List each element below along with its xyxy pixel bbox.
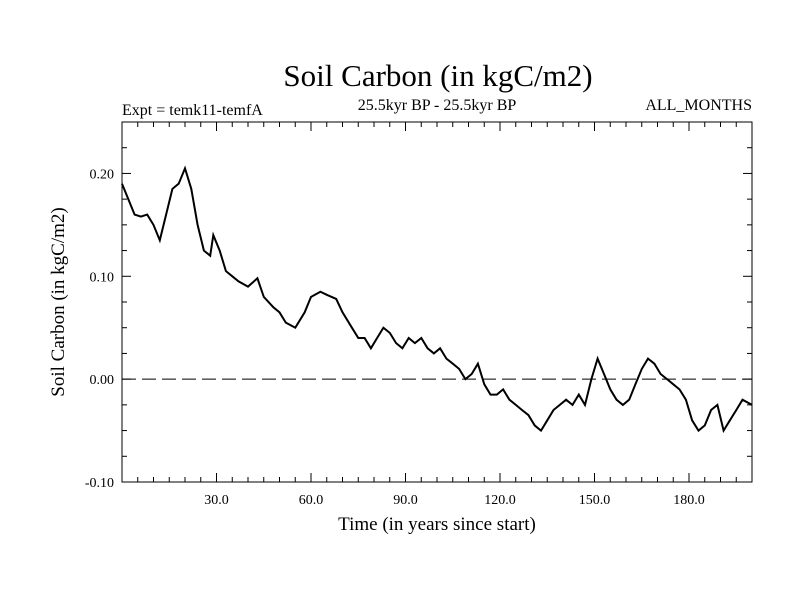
soil-carbon-series-line xyxy=(121,165,753,434)
x-tick-label: 60.0 xyxy=(299,493,324,508)
months-label: ALL_MONTHS xyxy=(645,97,752,114)
y-tick-label: 0.00 xyxy=(90,373,115,388)
period-label: 25.5kyr BP - 25.5kyr BP xyxy=(358,97,517,114)
x-tick-label: 30.0 xyxy=(204,493,229,508)
y-tick-label: -0.10 xyxy=(85,476,114,491)
y-axis-label: Soil Carbon (in kgC/m2) xyxy=(48,207,69,396)
x-tick-label: 150.0 xyxy=(579,493,611,508)
y-tick-label: 0.10 xyxy=(90,270,115,285)
chart-title: Soil Carbon (in kgC/m2) xyxy=(283,58,592,93)
x-tick-label: 90.0 xyxy=(393,493,418,508)
x-tick-label: 180.0 xyxy=(673,493,705,508)
y-axis-ticks: -0.10 0.00 0.10 0.20 xyxy=(85,147,752,491)
x-axis-ticks: 30.0 60.0 90.0 120.0 150.0 180.0 xyxy=(137,122,737,508)
plot-frame xyxy=(121,121,753,483)
y-tick-label: 0.20 xyxy=(90,167,115,182)
x-axis-label: Time (in years since start) xyxy=(338,514,536,535)
experiment-label: Expt = temk11-temfA xyxy=(122,102,263,119)
x-tick-label: 120.0 xyxy=(484,493,516,508)
